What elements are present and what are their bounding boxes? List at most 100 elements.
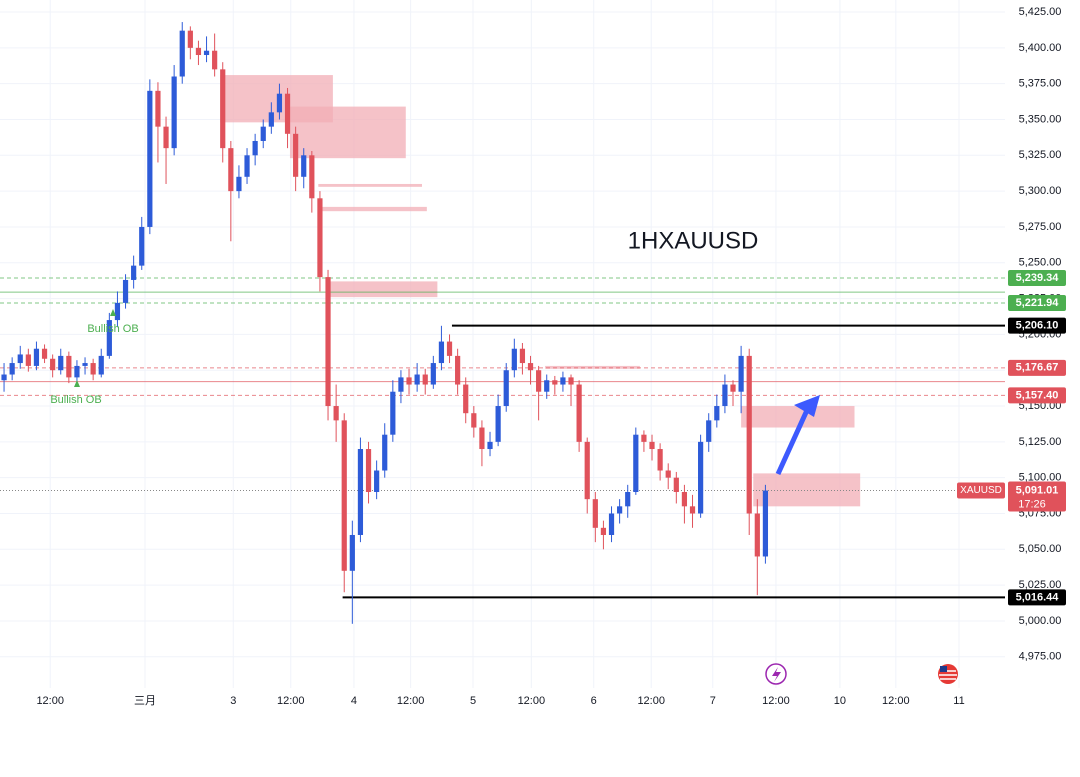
candle-body	[66, 355, 72, 378]
zone	[329, 281, 438, 298]
zone	[318, 183, 422, 187]
candle-body	[220, 69, 226, 149]
axis: 12:00 三月 3 12:00 4 12:00 5 12:00 6 12:00 7 12:00 10 1…	[36, 6, 1066, 707]
last-price-label: 5,091.01	[1016, 484, 1059, 496]
y-tick-label: 5,000.00	[1019, 615, 1062, 627]
candle-body	[41, 348, 48, 359]
zone	[753, 473, 861, 507]
candle-body	[58, 355, 64, 371]
x-tick-label: 10	[834, 695, 846, 707]
candle-body	[463, 384, 469, 414]
candle-body	[657, 449, 663, 471]
candle-body	[519, 348, 526, 364]
candle-body	[746, 355, 752, 514]
candle-body	[276, 93, 283, 113]
candle-body	[649, 441, 655, 450]
chart-title: 1HXAUUSD	[628, 227, 759, 254]
candle-body	[762, 490, 769, 557]
candle-body	[341, 420, 347, 571]
price-label-bg	[1008, 317, 1066, 334]
candle-body	[511, 348, 517, 371]
candle-body	[131, 265, 137, 280]
candle-body	[689, 506, 696, 514]
candle-body	[293, 133, 299, 177]
candle-body	[722, 384, 728, 407]
candle-body	[430, 363, 436, 385]
candle-body	[665, 470, 671, 478]
candle-body	[714, 406, 720, 421]
candle-body	[9, 363, 15, 375]
y-tick-label: 5,125.00	[1019, 436, 1062, 448]
candle-body	[576, 384, 582, 442]
candle-body	[98, 355, 104, 375]
countdown: 17:26	[1018, 498, 1046, 510]
levels	[0, 277, 1005, 599]
candle-body	[698, 441, 704, 514]
y-tick-label: 5,300.00	[1019, 185, 1062, 197]
candle-body	[446, 341, 453, 356]
flag-canton	[940, 666, 947, 672]
candle-body	[738, 355, 744, 392]
price-label-bg	[1008, 294, 1066, 311]
candle-body	[106, 320, 112, 356]
price-label: 5,206.10	[1016, 320, 1059, 332]
candle-body	[212, 50, 218, 70]
candle-body	[114, 302, 121, 321]
x-tick-label: 4	[351, 695, 357, 707]
candle-body	[406, 377, 412, 385]
x-tick-label: 5	[470, 695, 476, 707]
candle-body	[163, 126, 169, 149]
x-tick-label: 12:00	[36, 695, 64, 707]
candle-body	[122, 279, 129, 303]
candle-body	[195, 47, 202, 56]
candle-body	[187, 30, 193, 48]
candle-body	[617, 506, 623, 514]
candle-body	[438, 341, 445, 364]
symbol-tag-bg	[957, 482, 1005, 499]
candles	[1, 22, 769, 624]
candle-body	[333, 406, 339, 421]
candle-body	[592, 499, 598, 528]
candle-body	[471, 413, 477, 428]
candle-body	[382, 434, 388, 471]
candle-body	[228, 148, 234, 192]
candle-body	[414, 374, 420, 385]
candle-body	[568, 377, 574, 385]
candle-body	[203, 50, 210, 56]
y-tick-label: 5,400.00	[1019, 42, 1062, 54]
annotation: Bullish OB	[50, 394, 101, 406]
arrow-head	[794, 395, 820, 417]
zone	[545, 365, 640, 369]
x-tick-label: 三月	[134, 695, 156, 707]
x-tick-label: 12:00	[882, 695, 910, 707]
candle-body	[244, 155, 250, 177]
annotation: Bullish OB	[87, 323, 138, 335]
candle-body	[487, 441, 493, 450]
candle-body	[552, 380, 558, 385]
y-tick-label: 5,350.00	[1019, 113, 1062, 125]
candle-body	[600, 527, 607, 535]
y-tick-label: 5,050.00	[1019, 543, 1062, 555]
candle-body	[1, 374, 7, 381]
x-tick-label: 6	[591, 695, 597, 707]
price-label: 5,221.94	[1016, 297, 1060, 309]
candle-body	[179, 30, 185, 77]
bullish-marker	[110, 309, 116, 316]
lightning	[772, 667, 781, 682]
candle-body	[706, 420, 712, 442]
candle-body	[455, 355, 461, 385]
candle-body	[301, 155, 307, 177]
x-tick-label: 12:00	[762, 695, 790, 707]
y-tick-label: 5,425.00	[1019, 6, 1062, 18]
zone	[741, 406, 855, 428]
candle-body	[349, 534, 355, 571]
candle-body	[284, 93, 291, 134]
y-tick-label: 5,325.00	[1019, 149, 1062, 161]
candle-body	[155, 90, 161, 127]
price-label-bg	[1008, 359, 1066, 376]
price-label: 5,157.40	[1016, 389, 1059, 401]
x-tick-label: 12:00	[637, 695, 665, 707]
candle-body	[74, 365, 80, 378]
x-tick-label: 12:00	[397, 695, 425, 707]
